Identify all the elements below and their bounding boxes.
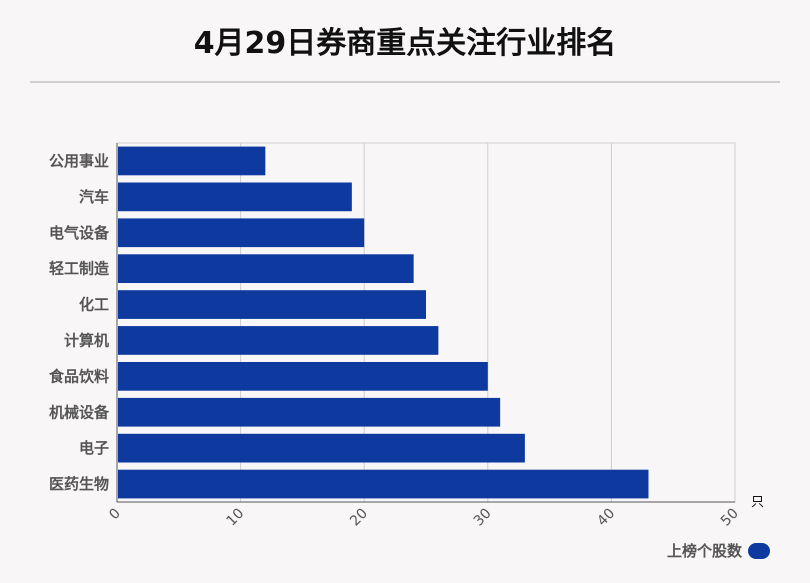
x-tick-label: 10 [224,506,248,530]
category-label: 机械设备 [49,403,110,421]
bar[interactable] [118,218,365,248]
legend[interactable]: 上榜个股数 [667,540,770,561]
legend-label: 上榜个股数 [666,542,742,560]
category-label: 计算机 [64,331,109,349]
bar[interactable] [118,326,439,355]
category-label: 食品饮料 [49,367,109,385]
category-label: 化工 [79,296,109,314]
x-tick-label: 20 [347,506,371,530]
bar[interactable] [118,290,426,319]
bar[interactable] [118,361,488,391]
chart-title: 4月29日券商重点关注行业排名 [193,26,617,61]
category-label: 汽车 [79,188,109,206]
bar[interactable] [118,146,266,176]
x-tick-labels: 0 10 20 30 40 50 [106,506,742,530]
x-tick-label: 0 [106,506,124,524]
x-tick-label: 30 [471,506,495,530]
bar[interactable] [118,182,352,212]
x-tick-label: 40 [594,506,618,530]
category-label: 电子 [79,439,109,457]
category-label: 公用事业 [49,152,109,170]
bar[interactable] [118,469,649,499]
legend-swatch [748,542,770,559]
bar[interactable] [118,433,525,463]
title-divider [30,81,780,83]
x-axis-unit: 只 [751,495,764,510]
bar[interactable] [118,397,501,427]
category-label: 电气设备 [49,224,110,242]
bars [118,146,649,499]
x-tick-label: 50 [718,506,742,530]
category-label: 医药生物 [49,475,109,493]
category-label: 轻工制造 [49,260,109,278]
bar[interactable] [118,254,414,284]
